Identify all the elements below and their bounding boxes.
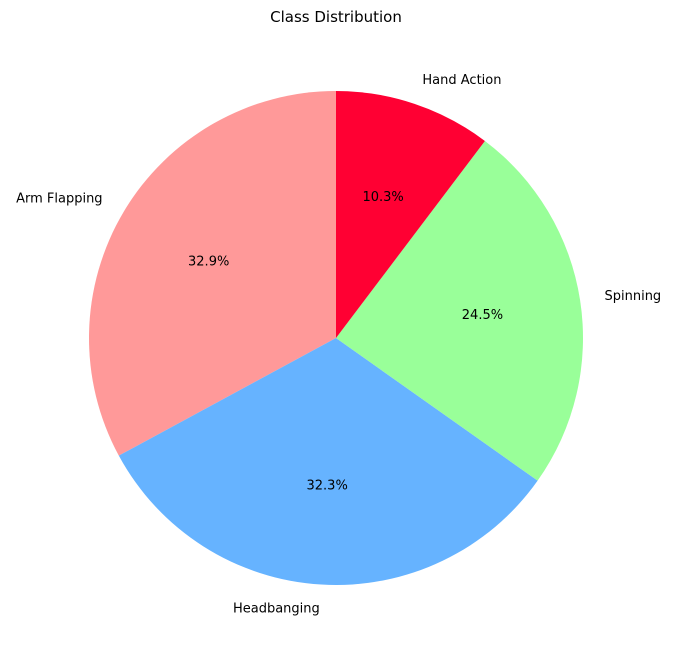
- slice-label-spinning: Spinning: [604, 289, 661, 304]
- slice-pct-headbanging: 32.3%: [307, 478, 348, 493]
- pie-slice-spinning: [336, 140, 583, 481]
- slice-label-headbanging: Headbanging: [233, 602, 320, 617]
- pie-slice-arm-flapping: [88, 91, 336, 456]
- chart-title: Class Distribution: [270, 8, 402, 26]
- pie-labels: Arm Flapping 32.9% Headbanging 32.3% Spinnin…: [16, 73, 661, 617]
- slice-label-hand-action: Hand Action: [422, 73, 501, 88]
- pie-slice-headbanging: [118, 338, 538, 586]
- slice-pct-hand-action: 10.3%: [362, 190, 403, 205]
- pie-slice-hand-action: [336, 91, 485, 338]
- slice-label-arm-flapping: Arm Flapping: [16, 191, 102, 206]
- slice-pct-spinning: 24.5%: [462, 308, 503, 323]
- slice-pct-arm-flapping: 32.9%: [188, 255, 229, 270]
- pie-slices: [88, 91, 583, 586]
